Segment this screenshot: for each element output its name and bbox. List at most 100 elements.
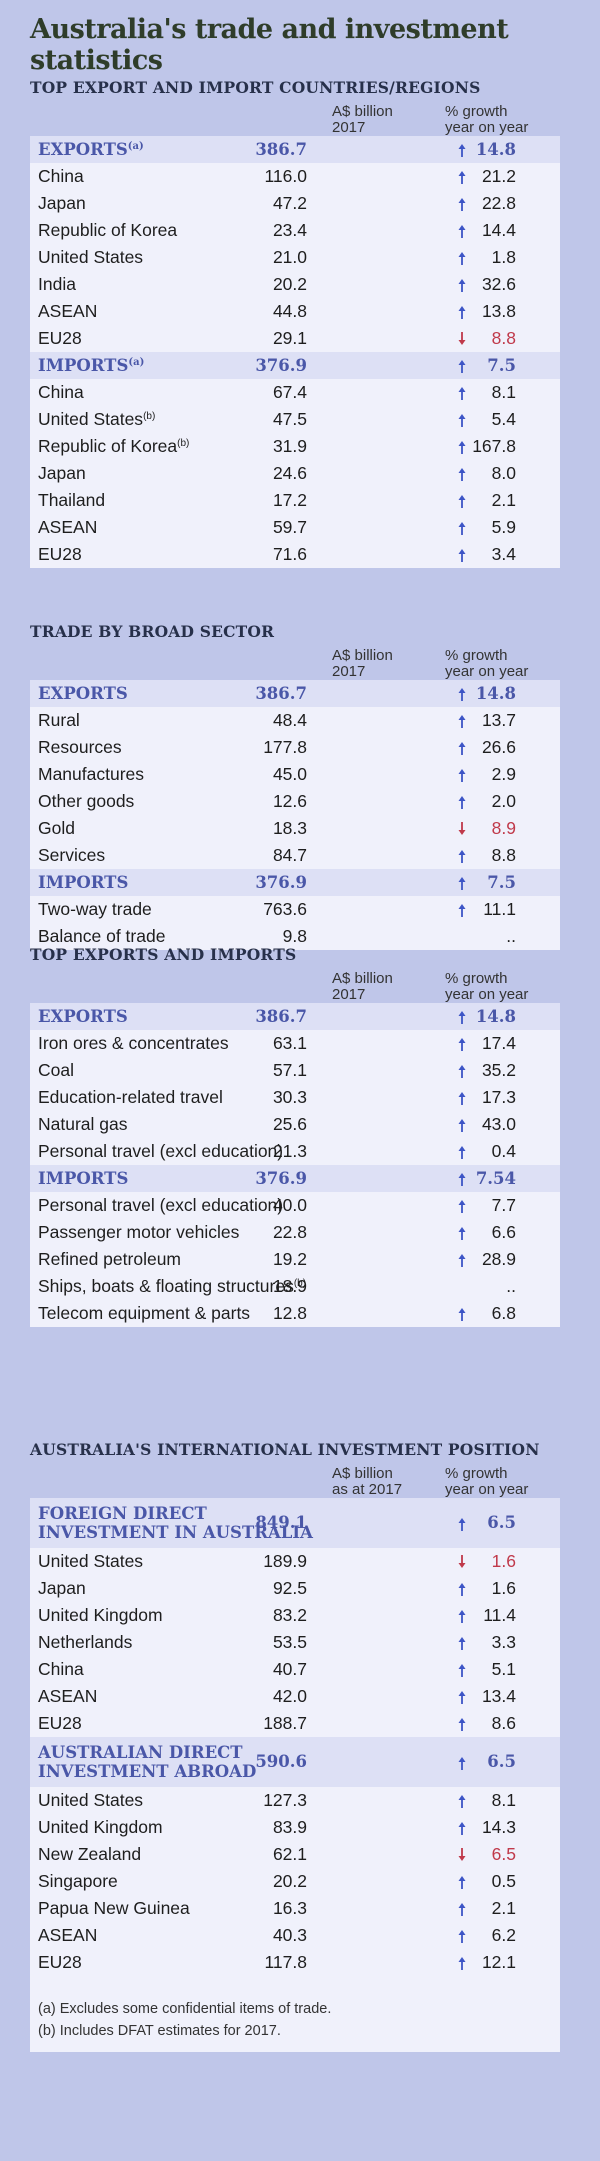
row-growth: 5.4 xyxy=(491,409,516,429)
row-value: 18.9 xyxy=(272,1276,307,1296)
arrow-up-icon xyxy=(457,1656,467,1683)
row-growth: 22.8 xyxy=(481,193,516,213)
group-header-row: EXPORTS 386.7 14.8 xyxy=(30,680,560,707)
table-row: United Kingdom 83.9 14.3 xyxy=(30,1814,560,1841)
arrow-up-icon xyxy=(457,298,467,325)
column-header-value: A$ billion 2017 xyxy=(332,647,393,680)
row-label: EU28 xyxy=(38,1713,82,1733)
table-row: Iron ores & concentrates 63.1 17.4 xyxy=(30,1030,560,1057)
row-growth: 11.4 xyxy=(483,1605,516,1625)
row-growth: 2.1 xyxy=(491,1898,516,1918)
row-growth: 2.0 xyxy=(491,791,516,811)
table-row: Other goods 12.6 2.0 xyxy=(30,788,560,815)
row-growth: 43.0 xyxy=(481,1114,516,1134)
column-header-value: A$ billion 2017 xyxy=(332,970,393,1003)
arrow-up-icon xyxy=(457,1787,467,1814)
row-label: Telecom equipment & parts xyxy=(38,1303,251,1323)
section-title: TRADE BY BROAD SECTOR xyxy=(30,622,275,641)
row-value: 40.7 xyxy=(272,1659,307,1679)
row-value: 20.2 xyxy=(272,274,307,294)
row-label: China xyxy=(38,166,84,186)
row-growth: .. xyxy=(506,1276,516,1296)
row-label: Personal travel (excl education) xyxy=(38,1141,284,1161)
row-label: Refined petroleum xyxy=(38,1249,181,1269)
row-growth: 3.4 xyxy=(491,544,516,564)
row-growth: 6.5 xyxy=(491,1844,516,1864)
row-label: China xyxy=(38,1659,84,1679)
arrow-up-icon xyxy=(457,842,467,869)
column-headers: A$ billion as at 2017 % growth year on year xyxy=(30,1462,560,1498)
row-growth: 6.5 xyxy=(487,1513,516,1532)
row-value: 59.7 xyxy=(272,517,307,537)
row-label: Japan xyxy=(38,193,86,213)
arrow-up-icon xyxy=(457,1510,467,1537)
column-headers: A$ billion 2017 % growth year on year xyxy=(30,967,560,1003)
section-title: AUSTRALIA'S INTERNATIONAL INVESTMENT POS… xyxy=(30,1440,540,1459)
row-label: EXPORTS xyxy=(38,684,128,703)
row-label: United States xyxy=(38,247,144,267)
row-value: 44.8 xyxy=(272,301,307,321)
row-value: 189.9 xyxy=(263,1551,307,1571)
table-row: Republic of Korea 23.4 14.4 xyxy=(30,217,560,244)
row-value: 84.7 xyxy=(272,845,307,865)
arrow-up-icon xyxy=(457,433,467,460)
row-value: 590.6 xyxy=(255,1752,307,1771)
data-table: EXPORTS 386.7 14.8 Rural 48.4 13.7 Resources 17… xyxy=(30,680,560,950)
row-growth: 8.8 xyxy=(491,845,516,865)
arrow-up-icon xyxy=(457,1814,467,1841)
row-value: 849.1 xyxy=(255,1513,307,1532)
table-row: Telecom equipment & parts 12.8 6.8 xyxy=(30,1300,560,1327)
table-row: United States(b) 47.5 5.4 xyxy=(30,406,560,433)
arrow-up-icon xyxy=(457,1629,467,1656)
row-label: United States(b) xyxy=(38,409,156,429)
group-header-row: EXPORTS 386.7 14.8 xyxy=(30,1003,560,1030)
row-value: 376.9 xyxy=(255,1169,307,1188)
row-growth: 12.1 xyxy=(481,1952,516,1972)
arrow-up-icon xyxy=(457,1922,467,1949)
row-value: 127.3 xyxy=(263,1790,307,1810)
row-value: 12.6 xyxy=(272,791,307,811)
table-row: China 67.4 8.1 xyxy=(30,379,560,406)
row-value: 18.3 xyxy=(272,818,307,838)
arrow-up-icon xyxy=(457,1949,467,1976)
row-label: Gold xyxy=(38,818,75,838)
table-row: ASEAN 42.0 13.4 xyxy=(30,1683,560,1710)
arrow-down-icon xyxy=(457,325,467,352)
table-row: Thailand 17.2 2.1 xyxy=(30,487,560,514)
row-growth: 2.1 xyxy=(491,490,516,510)
table-row: Education-related travel 30.3 17.3 xyxy=(30,1084,560,1111)
table-row: Personal travel (excl education) 21.3 0.4 xyxy=(30,1138,560,1165)
row-label: Resources xyxy=(38,737,122,757)
arrow-up-icon xyxy=(457,1683,467,1710)
arrow-up-icon xyxy=(457,1575,467,1602)
table-row: Japan 24.6 8.0 xyxy=(30,460,560,487)
row-value: 16.3 xyxy=(272,1898,307,1918)
row-growth: 1.6 xyxy=(491,1578,516,1598)
arrow-up-icon xyxy=(457,136,467,163)
table-row: Netherlands 53.5 3.3 xyxy=(30,1629,560,1656)
table-row: Services 84.7 8.8 xyxy=(30,842,560,869)
row-growth: 0.4 xyxy=(491,1141,516,1161)
row-value: 763.6 xyxy=(263,899,307,919)
row-growth: 3.3 xyxy=(491,1632,516,1652)
table-row: Singapore 20.2 0.5 xyxy=(30,1868,560,1895)
row-growth: 8.1 xyxy=(491,382,516,402)
arrow-up-icon xyxy=(457,1111,467,1138)
row-value: 19.2 xyxy=(272,1249,307,1269)
arrow-up-icon xyxy=(457,1030,467,1057)
group-header-row: IMPORTS 376.9 7.54 xyxy=(30,1165,560,1192)
arrow-up-icon xyxy=(457,1138,467,1165)
row-label: Republic of Korea xyxy=(38,220,178,240)
arrow-up-icon xyxy=(457,1003,467,1030)
table-row: EU28 117.8 12.1 xyxy=(30,1949,560,1976)
section-1: TOP EXPORT AND IMPORT COUNTRIES/REGIONS A… xyxy=(30,76,560,568)
no-arrow xyxy=(457,1273,467,1300)
row-growth: 13.7 xyxy=(481,710,516,730)
table-row: Japan 92.5 1.6 xyxy=(30,1575,560,1602)
row-growth: .. xyxy=(506,926,516,946)
row-value: 31.9 xyxy=(272,436,307,456)
row-growth: 1.6 xyxy=(491,1551,516,1571)
arrow-up-icon xyxy=(457,1165,467,1192)
row-value: 376.9 xyxy=(255,873,307,892)
row-label: IMPORTS xyxy=(38,1169,129,1188)
